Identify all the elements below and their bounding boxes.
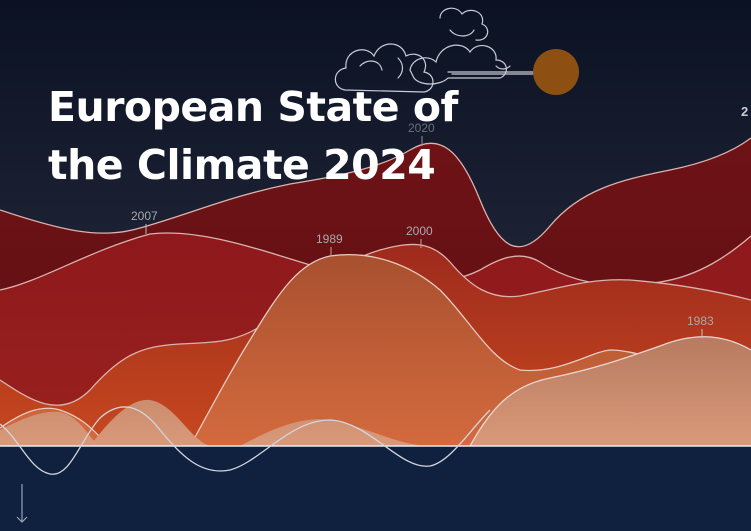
sea-band — [0, 446, 751, 531]
cut-off-year-label: 2 — [741, 104, 749, 119]
year-marker-2020: 2020 — [408, 121, 435, 146]
year-label-1983: 1983 — [687, 314, 714, 328]
sun-icon — [533, 49, 579, 95]
year-label-1989: 1989 — [316, 232, 343, 246]
band-pale — [0, 336, 751, 446]
year-marker-1983: 1983 — [687, 314, 714, 338]
year-label-2007: 2007 — [131, 209, 158, 223]
year-label-2000: 2000 — [406, 224, 433, 238]
year-label-2020: 2020 — [408, 121, 435, 135]
year-marker-1989: 1989 — [316, 232, 343, 256]
band-orange-outline — [0, 243, 751, 406]
scroll-down-button[interactable] — [12, 484, 32, 526]
band-dark-outline — [0, 137, 751, 248]
reflection-line — [0, 406, 491, 475]
page-title: European State of the Climate 2024 — [48, 83, 458, 189]
arrow-down-icon — [16, 484, 28, 523]
year-marker-2007: 2007 — [131, 209, 158, 234]
year-marker-2000: 2000 — [406, 224, 433, 248]
